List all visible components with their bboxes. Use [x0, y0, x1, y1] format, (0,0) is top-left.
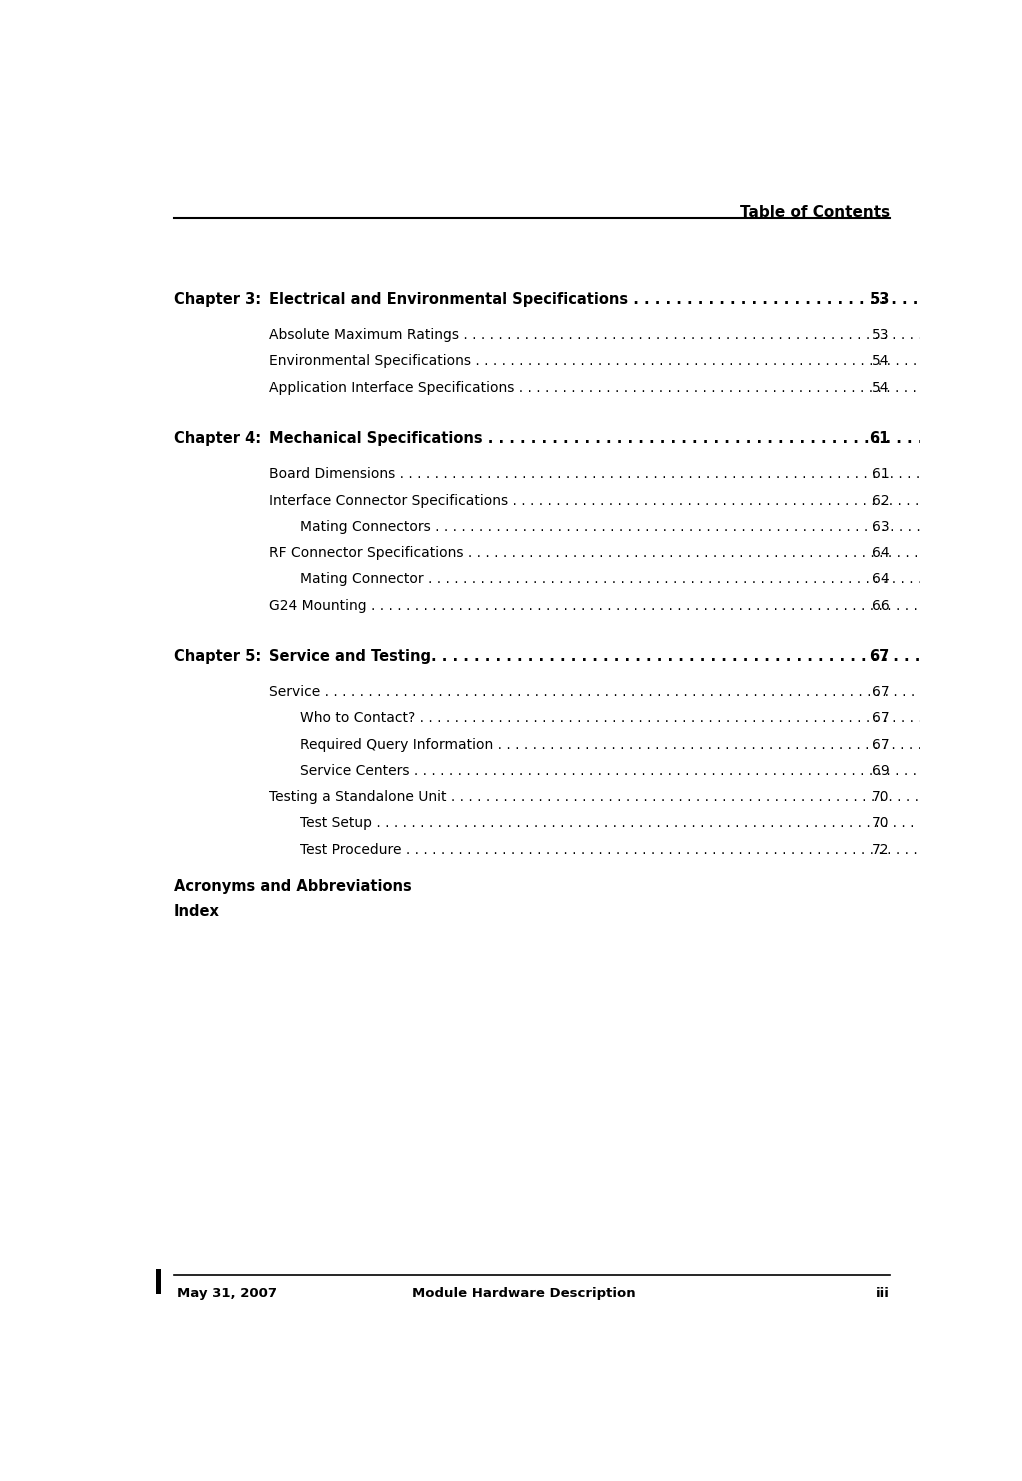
Text: Required Query Information . . . . . . . . . . . . . . . . . . . . . . . . . . .: Required Query Information . . . . . . .… — [300, 738, 1022, 752]
Text: Electrical and Environmental Specifications . . . . . . . . . . . . . . . . . . : Electrical and Environmental Specificati… — [269, 292, 1022, 307]
Text: Testing a Standalone Unit . . . . . . . . . . . . . . . . . . . . . . . . . . . : Testing a Standalone Unit . . . . . . . … — [269, 789, 1022, 804]
Text: Table of Contents: Table of Contents — [740, 204, 890, 221]
Text: 54: 54 — [872, 381, 890, 395]
Text: Index: Index — [174, 903, 220, 920]
Text: 67: 67 — [872, 686, 890, 699]
Text: 64: 64 — [872, 546, 890, 560]
Text: Who to Contact? . . . . . . . . . . . . . . . . . . . . . . . . . . . . . . . . : Who to Contact? . . . . . . . . . . . . … — [300, 711, 1022, 726]
Text: 67: 67 — [870, 649, 890, 663]
Text: Chapter 3:: Chapter 3: — [174, 292, 261, 307]
Text: 66: 66 — [872, 598, 890, 613]
Text: Chapter 4:: Chapter 4: — [174, 431, 261, 446]
Text: Acronyms and Abbreviations: Acronyms and Abbreviations — [174, 880, 412, 895]
Text: Service Centers . . . . . . . . . . . . . . . . . . . . . . . . . . . . . . . . : Service Centers . . . . . . . . . . . . … — [300, 764, 1022, 778]
Text: Mechanical Specifications . . . . . . . . . . . . . . . . . . . . . . . . . . . : Mechanical Specifications . . . . . . . … — [269, 431, 1022, 446]
Text: Chapter 5:: Chapter 5: — [174, 649, 261, 663]
Text: 53: 53 — [870, 292, 890, 307]
Text: 67: 67 — [872, 738, 890, 752]
Text: Absolute Maximum Ratings . . . . . . . . . . . . . . . . . . . . . . . . . . . .: Absolute Maximum Ratings . . . . . . . .… — [269, 329, 1022, 342]
Text: 64: 64 — [872, 572, 890, 586]
Text: 70: 70 — [872, 789, 890, 804]
Text: 53: 53 — [872, 329, 890, 342]
Text: G24 Mounting . . . . . . . . . . . . . . . . . . . . . . . . . . . . . . . . . .: G24 Mounting . . . . . . . . . . . . . .… — [269, 598, 1022, 613]
Text: Interface Connector Specifications . . . . . . . . . . . . . . . . . . . . . . .: Interface Connector Specifications . . .… — [269, 493, 1022, 508]
Text: Test Setup . . . . . . . . . . . . . . . . . . . . . . . . . . . . . . . . . . .: Test Setup . . . . . . . . . . . . . . .… — [300, 816, 1022, 831]
Text: Mating Connectors . . . . . . . . . . . . . . . . . . . . . . . . . . . . . . . : Mating Connectors . . . . . . . . . . . … — [300, 520, 1022, 533]
Text: Module Hardware Description: Module Hardware Description — [412, 1287, 636, 1300]
Text: RF Connector Specifications . . . . . . . . . . . . . . . . . . . . . . . . . . : RF Connector Specifications . . . . . . … — [269, 546, 1022, 560]
Text: Board Dimensions . . . . . . . . . . . . . . . . . . . . . . . . . . . . . . . .: Board Dimensions . . . . . . . . . . . .… — [269, 468, 1022, 481]
Text: 72: 72 — [872, 843, 890, 856]
Text: 70: 70 — [872, 816, 890, 831]
Text: 61: 61 — [870, 431, 890, 446]
Text: 69: 69 — [872, 764, 890, 778]
Text: Environmental Specifications . . . . . . . . . . . . . . . . . . . . . . . . . .: Environmental Specifications . . . . . .… — [269, 354, 1022, 369]
Text: May 31, 2007: May 31, 2007 — [177, 1287, 277, 1300]
Text: 67: 67 — [872, 711, 890, 726]
Text: Service and Testing. . . . . . . . . . . . . . . . . . . . . . . . . . . . . . .: Service and Testing. . . . . . . . . . .… — [269, 649, 1022, 663]
Text: Service . . . . . . . . . . . . . . . . . . . . . . . . . . . . . . . . . . . . : Service . . . . . . . . . . . . . . . . … — [269, 686, 1022, 699]
Text: 63: 63 — [872, 520, 890, 533]
Text: Application Interface Specifications . . . . . . . . . . . . . . . . . . . . . .: Application Interface Specifications . .… — [269, 381, 1022, 395]
Text: iii: iii — [876, 1287, 890, 1300]
Text: Test Procedure . . . . . . . . . . . . . . . . . . . . . . . . . . . . . . . . .: Test Procedure . . . . . . . . . . . . .… — [300, 843, 1022, 856]
Text: 62: 62 — [872, 493, 890, 508]
Bar — [156, 1269, 161, 1294]
Text: 61: 61 — [872, 468, 890, 481]
Text: 54: 54 — [872, 354, 890, 369]
Text: Mating Connector . . . . . . . . . . . . . . . . . . . . . . . . . . . . . . . .: Mating Connector . . . . . . . . . . . .… — [300, 572, 1022, 586]
